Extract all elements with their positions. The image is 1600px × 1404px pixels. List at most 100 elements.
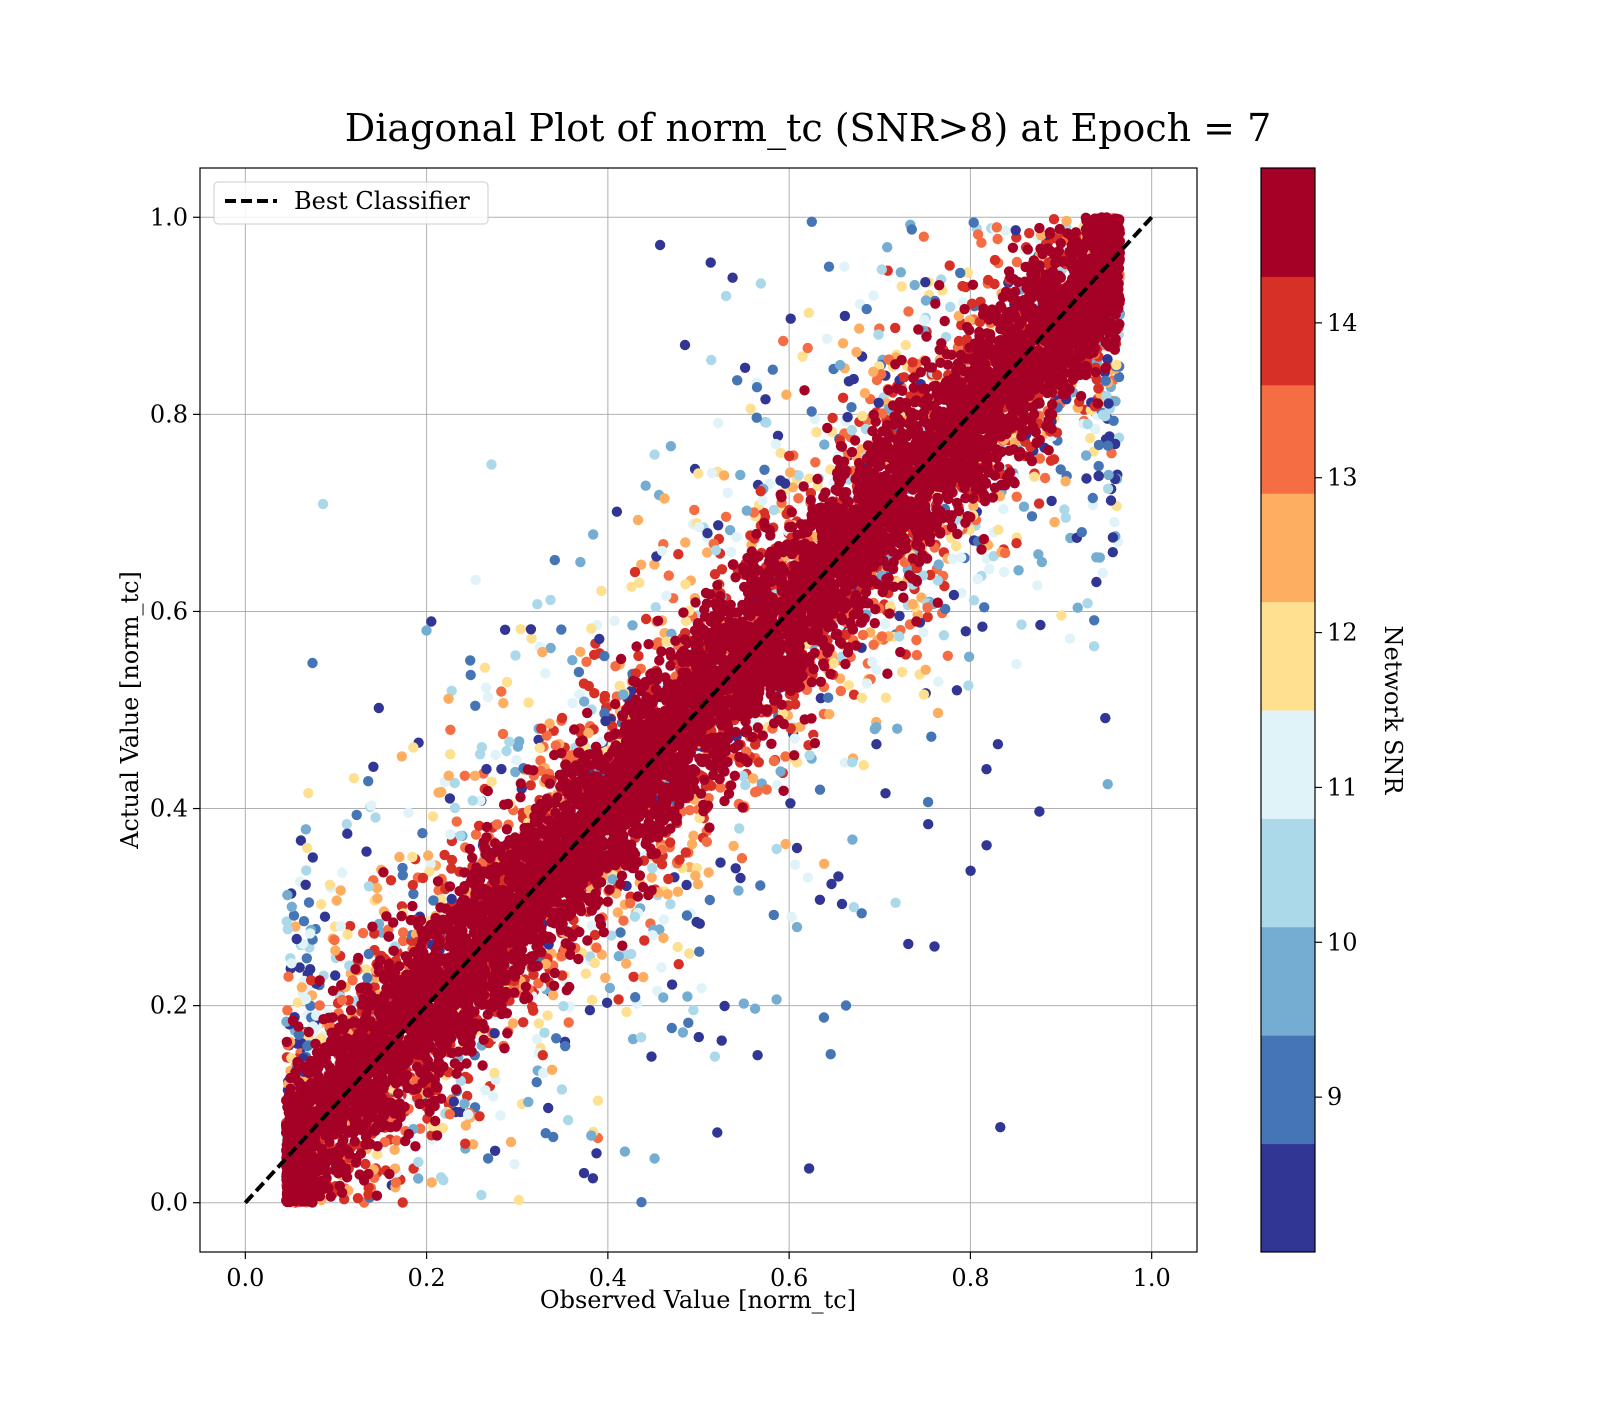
scatter-point: [439, 850, 449, 860]
scatter-point: [504, 737, 514, 747]
scatter-point: [857, 693, 867, 703]
scatter-point: [370, 812, 380, 822]
scatter-point: [1089, 615, 1099, 625]
scatter-point: [873, 329, 883, 339]
scatter-point: [890, 323, 900, 333]
scatter-point: [297, 982, 307, 992]
scatter-point: [567, 655, 577, 665]
scatter-point: [871, 722, 881, 732]
scatter-point: [459, 1099, 469, 1109]
scatter-point: [342, 819, 352, 829]
scatter-point: [781, 390, 791, 400]
scatter-point: [436, 787, 446, 797]
scatter-point: [846, 402, 856, 412]
scatter-point: [609, 616, 619, 626]
scatter-point: [557, 1084, 567, 1094]
scatter-point: [615, 927, 625, 937]
scatter-point: [508, 1018, 518, 1028]
scatter-point: [481, 682, 491, 692]
scatter-point: [630, 567, 640, 577]
scatter-point: [557, 713, 567, 723]
scatter-point: [778, 336, 788, 346]
scatter-point: [547, 1065, 557, 1075]
scatter-point: [486, 777, 496, 787]
scatter-point: [752, 1050, 762, 1060]
scatter-point: [468, 795, 478, 805]
scatter-point: [1049, 214, 1059, 224]
scatter-point: [712, 1127, 722, 1137]
scatter-point: [757, 495, 767, 505]
scatter-point: [945, 302, 955, 312]
scatter-point: [509, 1159, 519, 1169]
scatter-point: [989, 279, 999, 289]
scatter-point: [560, 1041, 570, 1051]
scatter-point: [868, 290, 878, 300]
scatter-point: [391, 1177, 401, 1187]
scatter-point: [1011, 538, 1021, 548]
scatter-point: [1032, 580, 1042, 590]
scatter-point: [603, 897, 613, 907]
scatter-point: [735, 873, 745, 883]
scatter-point: [337, 868, 347, 878]
scatter-point: [733, 885, 743, 895]
scatter-point: [807, 217, 817, 227]
scatter-point: [862, 678, 872, 688]
scatter-point: [489, 1068, 499, 1078]
scatter-point: [756, 486, 766, 496]
scatter-point: [657, 546, 667, 556]
scatter-point: [678, 1027, 688, 1037]
scatter-point: [364, 949, 374, 959]
scatter-point: [719, 1001, 729, 1011]
scatter-point: [639, 935, 649, 945]
scatter-point: [785, 798, 795, 808]
scatter-point: [847, 757, 857, 767]
scatter-point: [954, 336, 964, 346]
scatter-point: [1091, 552, 1101, 562]
scatter-point: [413, 1173, 423, 1183]
scatter-point: [803, 873, 813, 883]
scatter-point: [286, 958, 296, 968]
scatter-point: [961, 626, 971, 636]
scatter-point: [939, 630, 949, 640]
scatter-point: [1011, 225, 1021, 235]
scatter-point: [1034, 806, 1044, 816]
scatter-point: [711, 545, 721, 555]
scatter-point: [618, 916, 628, 926]
scatter-point: [445, 1109, 455, 1119]
scatter-point: [857, 411, 867, 421]
scatter-point: [1012, 257, 1022, 267]
scatter-point: [673, 942, 683, 952]
scatter-point: [329, 935, 339, 945]
scatter-point: [694, 522, 704, 532]
scatter-point: [835, 360, 845, 370]
scatter-point: [964, 652, 974, 662]
scatter-point: [336, 885, 346, 895]
scatter-point: [613, 994, 623, 1004]
scatter-point: [646, 1051, 656, 1061]
scatter-point: [352, 810, 362, 820]
scatter-point: [847, 425, 857, 435]
scatter-point: [1103, 470, 1113, 480]
scatter-point: [372, 893, 382, 903]
scatter-point: [977, 622, 987, 632]
scatter-point: [881, 693, 891, 703]
scatter-point: [363, 776, 373, 786]
scatter-point: [659, 914, 669, 924]
scatter-point: [408, 880, 418, 890]
scatter-point: [969, 595, 979, 605]
scatter-point: [1093, 383, 1103, 393]
scatter-point: [470, 701, 480, 711]
scatter-point: [421, 625, 431, 635]
scatter-point: [735, 470, 745, 480]
scatter-point: [1012, 492, 1022, 502]
scatter-point: [1106, 495, 1116, 505]
scatter-point: [759, 465, 769, 475]
scatter-point: [926, 732, 936, 742]
scatter-point: [1094, 461, 1104, 471]
scatter-point: [466, 670, 476, 680]
scatter-point: [476, 1190, 486, 1200]
scatter-point: [981, 840, 991, 850]
scatter-point: [746, 404, 756, 414]
scatter-point: [804, 1163, 814, 1173]
